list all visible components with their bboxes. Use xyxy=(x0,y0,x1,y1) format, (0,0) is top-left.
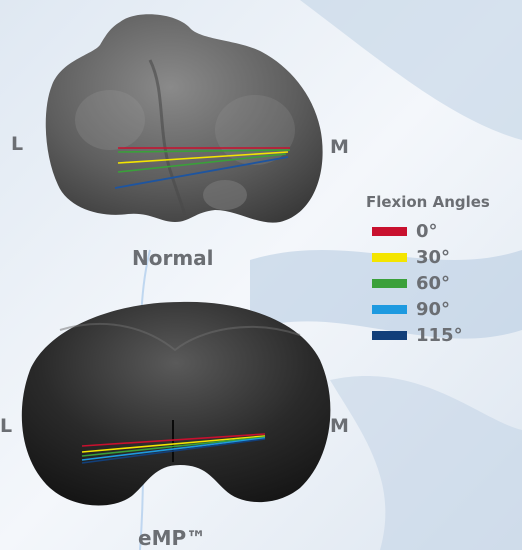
legend-item-60: 60° xyxy=(372,270,490,296)
legend-label: 0° xyxy=(416,220,438,242)
bottom-medial-label: M xyxy=(330,415,349,437)
top-medial-label: M xyxy=(330,136,349,158)
legend-swatch xyxy=(372,330,407,340)
top-caption: Normal xyxy=(132,246,214,270)
legend-item-30: 30° xyxy=(372,244,490,270)
legend-swatch xyxy=(372,226,407,236)
legend-label: 115° xyxy=(416,324,463,346)
legend-item-115: 115° xyxy=(372,322,490,348)
legend-item-90: 90° xyxy=(372,296,490,322)
flexion-angles-legend: Flexion Angles 0° 30° 60° 90° 115° xyxy=(366,193,490,348)
legend-label: 60° xyxy=(416,272,451,294)
legend-swatch xyxy=(372,252,407,262)
legend-item-0: 0° xyxy=(372,218,490,244)
legend-title: Flexion Angles xyxy=(366,193,490,211)
normal-contact-lines xyxy=(114,147,291,189)
normal-bone-surface xyxy=(45,14,323,223)
bottom-lateral-label: L xyxy=(0,415,13,437)
legend-label: 90° xyxy=(416,298,451,320)
legend-swatch xyxy=(372,278,407,288)
legend-label: 30° xyxy=(416,246,451,268)
bottom-caption: eMP™ xyxy=(138,526,207,550)
legend-swatch xyxy=(372,304,407,314)
top-lateral-label: L xyxy=(11,133,24,155)
emp-implant-surface xyxy=(21,301,331,506)
emp-contact-lines xyxy=(81,433,266,464)
